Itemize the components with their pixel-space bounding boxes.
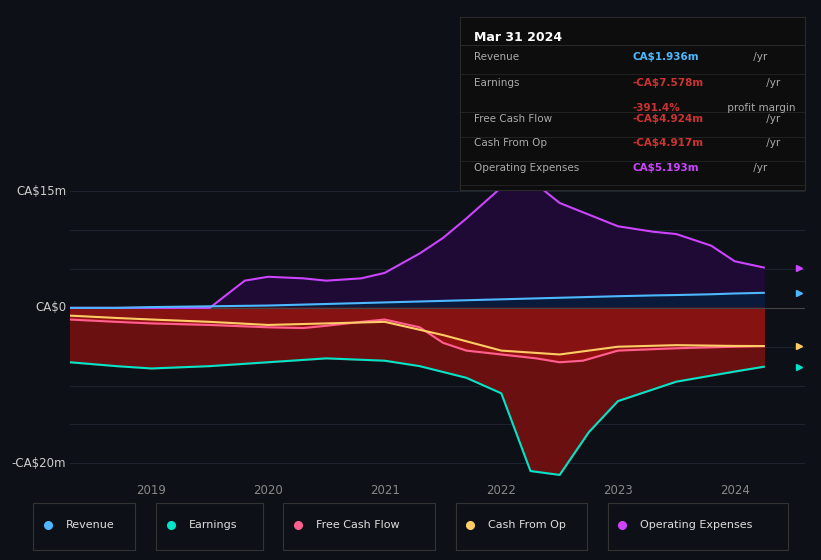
Text: Operating Expenses: Operating Expenses: [640, 520, 753, 530]
Text: Cash From Op: Cash From Op: [488, 520, 566, 530]
Text: Revenue: Revenue: [474, 52, 519, 62]
Text: /yr: /yr: [764, 114, 781, 124]
Text: Earnings: Earnings: [189, 520, 237, 530]
Text: /yr: /yr: [750, 52, 768, 62]
Text: Revenue: Revenue: [66, 520, 114, 530]
Text: Free Cash Flow: Free Cash Flow: [474, 114, 552, 124]
Text: CA$0: CA$0: [35, 301, 67, 314]
Text: -391.4%: -391.4%: [632, 102, 680, 113]
Text: Free Cash Flow: Free Cash Flow: [316, 520, 400, 530]
Text: -CA$4.924m: -CA$4.924m: [632, 114, 704, 124]
Text: Operating Expenses: Operating Expenses: [474, 162, 579, 172]
Text: profit margin: profit margin: [724, 102, 796, 113]
Text: -CA$20m: -CA$20m: [11, 457, 67, 470]
Text: /yr: /yr: [764, 138, 781, 148]
Text: CA$5.193m: CA$5.193m: [632, 162, 699, 172]
Text: Cash From Op: Cash From Op: [474, 138, 547, 148]
Text: CA$15m: CA$15m: [16, 185, 67, 198]
Text: /yr: /yr: [750, 162, 768, 172]
Text: /yr: /yr: [764, 78, 781, 87]
Text: -CA$7.578m: -CA$7.578m: [632, 78, 704, 87]
Text: CA$1.936m: CA$1.936m: [632, 52, 699, 62]
Text: Mar 31 2024: Mar 31 2024: [474, 31, 562, 44]
Text: Earnings: Earnings: [474, 78, 519, 87]
Text: -CA$4.917m: -CA$4.917m: [632, 138, 704, 148]
